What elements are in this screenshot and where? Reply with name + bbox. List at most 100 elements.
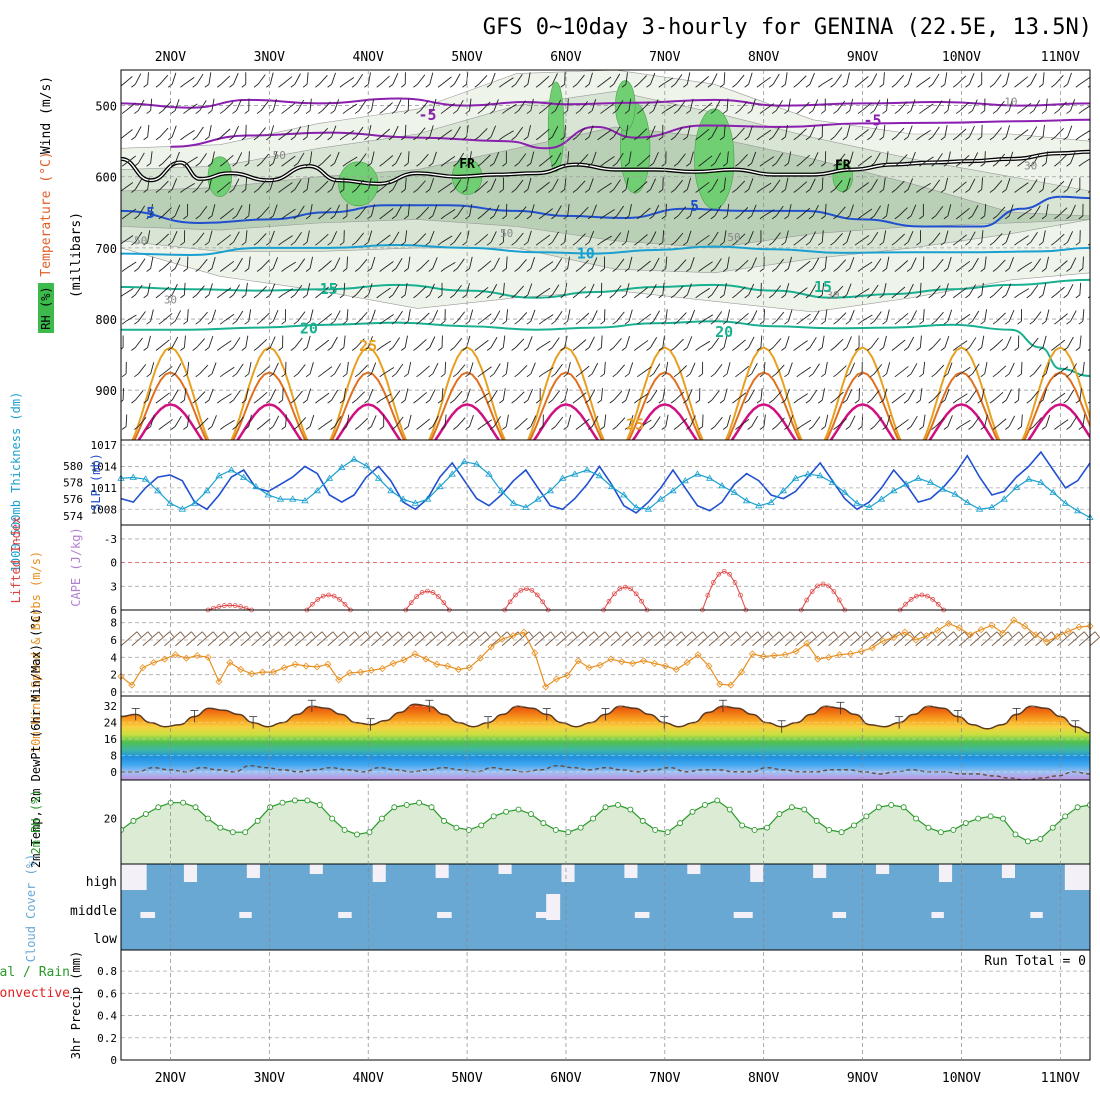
wind-barb-feather [134,162,139,167]
wind-barb-feather [587,373,593,378]
wind-barb-feather [968,320,973,325]
wind-barb [1046,631,1063,647]
cloud-middle-cell [437,912,452,918]
wind-barb-feather [735,426,740,430]
wind-barb-feather [155,347,161,351]
wind-barb [174,310,182,322]
wind-barb-feather [624,268,630,272]
wind-barb [1045,151,1049,164]
y-tick-label: 700 [95,242,117,256]
wind-speed-point [1064,627,1072,635]
wind-barb [711,73,718,85]
wind-barb-feather [1041,215,1047,220]
wind-barb-feather [253,83,259,88]
rh-point [627,806,634,813]
wind-barb-feather [462,189,467,193]
wind-barb-feather [713,631,719,638]
wind-barb [861,314,873,322]
isotherm-25-line [230,346,309,440]
axis-title-thickness: 1000-500mb Thickness (dm) [9,392,23,573]
wind-barb-feather [903,294,909,299]
wind-barb-feather [609,189,615,193]
wind-barb-feather [1075,347,1081,351]
wind-barb-feather [229,189,234,193]
wind-barb-feather [670,189,676,193]
wind-barb-feather [535,399,541,404]
wind-barb-feather [330,373,335,378]
lifted-index-point [309,601,315,607]
wind-barb-feather [453,320,458,325]
wind-barb [628,415,634,427]
wind-barb [763,209,775,217]
wind-barb [159,339,170,348]
lifted-index-point [326,592,331,598]
wind-barb [392,337,401,348]
wind-barb [542,367,554,375]
wind-barb [199,206,208,217]
wind-barb-feather [686,162,691,167]
wind-barb [331,125,337,138]
wind-barb-feather [180,347,185,351]
wind-barb-feather [649,215,654,220]
wind-barb [1008,362,1015,375]
wind-barb-feather [167,136,173,141]
wind-barb-feather [857,110,863,114]
wind-barb [686,336,693,348]
axis-title-temperature: Temperature (°C) [39,151,54,276]
wind-barb-feather [600,215,605,220]
wind-barb [1092,127,1099,137]
wind-barb [334,310,341,322]
wind-barb-feather [919,215,924,220]
wind-barb-feather [719,83,725,88]
wind-barb-feather [891,241,897,246]
wind-barb-feather [232,110,237,114]
wind-barb-feather [281,268,286,272]
wind-barb [935,100,943,111]
thickness-point [939,485,947,492]
wind-barb-feather [1091,111,1095,114]
wind-barb-feather [695,241,700,246]
wind-barb [272,415,280,427]
wind-barb [686,389,693,401]
wind-barb [260,153,270,164]
wind-barb-feather [891,83,897,88]
wind-barb-feather [428,426,434,430]
cloud-middle-cell [140,912,156,918]
wind-barb-feather [648,631,654,638]
wind-barb [395,310,403,322]
wind-barb [478,339,489,348]
wind-barb-feather [879,241,884,246]
wind-barb-feather [796,110,801,114]
wind-barb-feather [857,373,863,378]
wind-barb-feather [698,215,703,220]
wind-barb [269,230,275,243]
wind-barb [383,155,394,164]
rh-point [366,829,373,836]
lifted-index-point [919,592,925,598]
wind-barb-feather [854,399,860,404]
lifted-index-point [908,597,914,602]
wind-barb [980,631,998,647]
wind-barb [490,125,496,138]
wind-barb-feather [722,320,728,325]
wind-barb-feather [425,83,431,88]
wind-barb [417,339,427,348]
wind-speed-point [596,661,604,669]
wind-barb [383,102,393,111]
wind-barb-feather [931,320,936,325]
wind-barb [319,392,330,401]
wind-barb-feather [391,373,397,378]
wind-barb [322,419,333,427]
wind-barb [674,179,683,190]
wind-barb-feather [817,399,823,404]
wind-barb [675,631,693,647]
wind-barb [346,103,358,111]
wind-barb [208,388,214,401]
wind-barb-feather [486,294,492,299]
axis-title-wind: Wind (m/s) [39,76,54,154]
wind-barb [821,335,825,348]
wind-barb-feather [612,320,618,325]
wind-barb [726,414,731,427]
wind-barb-feather [989,189,995,193]
wind-barb-feather [486,399,492,404]
